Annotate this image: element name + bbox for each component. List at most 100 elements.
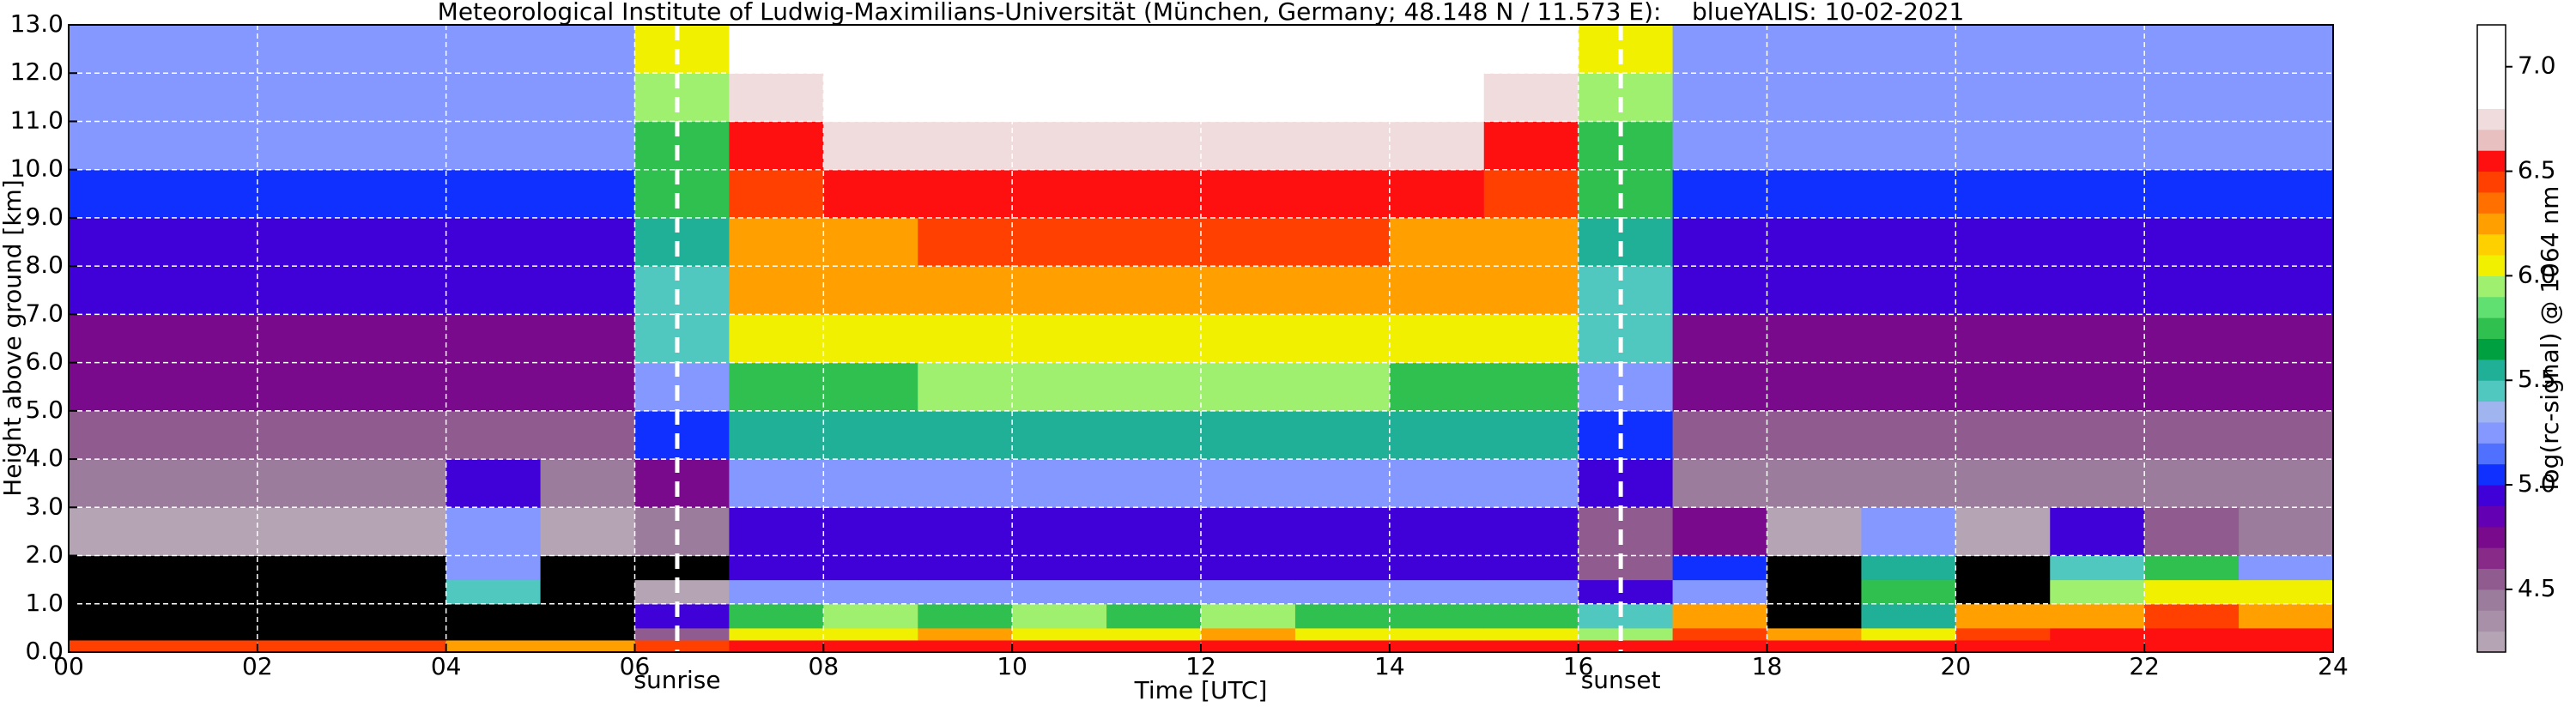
heatmap-cell — [257, 217, 353, 267]
heatmap-cell — [2239, 627, 2334, 641]
x-tick-label: 02 — [242, 652, 273, 680]
heatmap-cell — [1578, 25, 1674, 74]
colorbar-swatch — [2477, 255, 2506, 276]
y-tick-label: 13.0 — [10, 9, 64, 38]
heatmap-cell — [2050, 579, 2145, 605]
colorbar-swatch — [2477, 108, 2506, 130]
heatmap-cell — [1483, 121, 1579, 171]
heatmap-cell — [162, 410, 258, 460]
heatmap-cell — [2050, 362, 2145, 412]
heatmap-cell — [918, 627, 1013, 641]
heatmap-cell — [69, 266, 164, 315]
heatmap-cell — [1955, 121, 2051, 171]
heatmap-cell — [1672, 579, 1767, 605]
heatmap-cell — [1578, 266, 1674, 315]
heatmap-cell — [1483, 579, 1579, 605]
heatmap-cell — [634, 639, 730, 653]
x-tick-label: 24 — [2318, 652, 2349, 680]
heatmap-cell — [2239, 459, 2334, 508]
heatmap-cell — [69, 603, 164, 629]
heatmap-cell — [729, 217, 824, 267]
heatmap-cell — [1106, 639, 1202, 653]
heatmap-cell — [69, 410, 164, 460]
heatmap-cell — [2144, 603, 2240, 629]
heatmap-cell — [2050, 25, 2145, 74]
heatmap-cell — [2144, 314, 2240, 364]
heatmap-cell — [1012, 362, 1107, 412]
colorbar-swatch — [2477, 401, 2506, 423]
heatmap-cell — [1672, 169, 1767, 219]
colorbar-swatch — [2477, 610, 2506, 632]
heatmap-cell — [257, 266, 353, 315]
heatmap-cell — [823, 603, 918, 629]
heatmap-cell — [1955, 459, 2051, 508]
heatmap-cell — [1483, 507, 1579, 557]
heatmap-cell — [1106, 627, 1202, 641]
colorbar-swatch — [2477, 631, 2506, 653]
heatmap-cell — [634, 217, 730, 267]
heatmap-cell — [729, 266, 824, 315]
heatmap-cell — [1389, 459, 1485, 508]
heatmap-cell — [1389, 73, 1485, 122]
heatmap-cell — [2239, 555, 2334, 581]
heatmap-cell — [2144, 169, 2240, 219]
heatmap-cell — [1578, 555, 1674, 581]
heatmap-cell — [351, 73, 447, 122]
heatmap-cell — [1389, 410, 1485, 460]
heatmap-cell — [351, 410, 447, 460]
colorbar-label: log(rc-signal) @ 1064 nm — [2536, 186, 2564, 491]
heatmap-cell — [1767, 121, 1862, 171]
heatmap-cell — [1861, 121, 1956, 171]
heatmap-cell — [1483, 603, 1579, 629]
heatmap-cell — [1861, 362, 1956, 412]
heatmap-cell — [729, 507, 824, 557]
heatmap-cell — [1294, 266, 1391, 315]
heatmap-cell — [1955, 639, 2051, 653]
heatmap-cell — [1201, 507, 1296, 557]
colorbar-swatch — [2477, 296, 2506, 318]
heatmap-cell — [1672, 266, 1767, 315]
heatmap-cell — [162, 579, 258, 605]
heatmap-cell — [823, 266, 918, 315]
heatmap-cell — [2144, 217, 2240, 267]
heatmap-cell — [1106, 507, 1202, 557]
heatmap-cell — [1861, 507, 1956, 557]
colorbar-swatch — [2477, 25, 2506, 46]
heatmap-cell — [1767, 627, 1862, 641]
annotation-label: sunrise — [633, 666, 720, 694]
heatmap-cell — [634, 459, 730, 508]
colorbar-tick-label: 4.5 — [2518, 574, 2556, 602]
x-tick-label: 12 — [1185, 652, 1216, 680]
heatmap-cell — [823, 25, 918, 74]
heatmap-cell — [823, 169, 918, 219]
heatmap-cell — [445, 555, 542, 581]
heatmap-cell — [1672, 603, 1767, 629]
heatmap-cell — [1294, 555, 1391, 581]
heatmap-cell — [540, 459, 635, 508]
colorbar-swatch — [2477, 421, 2506, 444]
heatmap-cell — [540, 25, 635, 74]
heatmap-cell — [2050, 314, 2145, 364]
heatmap-cell — [445, 603, 542, 629]
heatmap-cell — [1294, 25, 1391, 74]
heatmap-cell — [1861, 169, 1956, 219]
heatmap-cell — [918, 579, 1013, 605]
heatmap-cell — [1483, 555, 1579, 581]
colorbar-swatch — [2477, 233, 2506, 256]
heatmap-cell — [445, 217, 542, 267]
x-tick-label: 10 — [997, 652, 1027, 680]
heatmap-cell — [634, 266, 730, 315]
heatmap-cell — [1672, 25, 1767, 74]
heatmap-cell — [1578, 73, 1674, 122]
heatmap-cell — [540, 73, 635, 122]
heatmap-cell — [634, 169, 730, 219]
heatmap-cell — [1955, 627, 2051, 641]
heatmap-cell — [351, 603, 447, 629]
heatmap-cell — [1672, 362, 1767, 412]
heatmap-cell — [1767, 169, 1862, 219]
colorbar-tick-label: 6.5 — [2518, 156, 2556, 184]
heatmap-cell — [351, 314, 447, 364]
heatmap-cell — [257, 169, 353, 219]
heatmap-cell — [1294, 579, 1391, 605]
heatmap-cell — [729, 579, 824, 605]
